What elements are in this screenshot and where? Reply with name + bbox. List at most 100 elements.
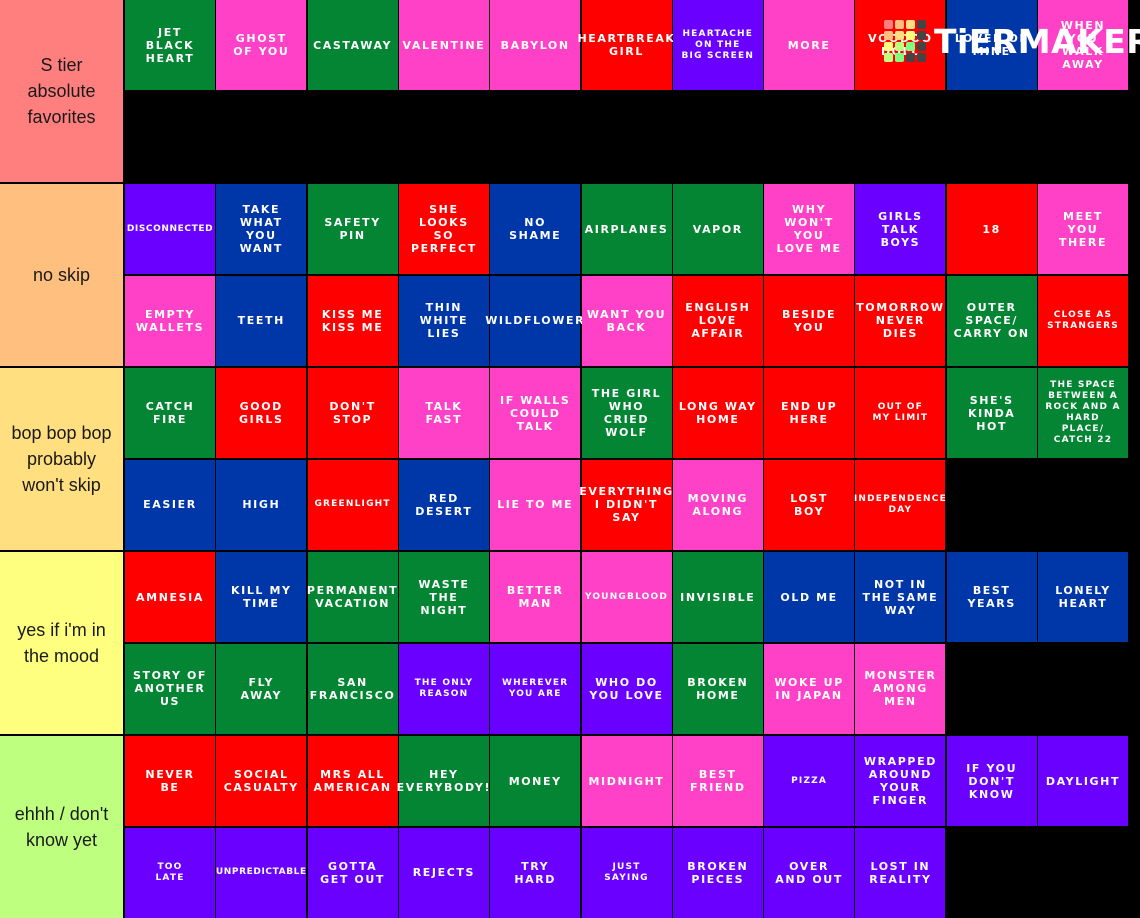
tier-item-tile[interactable]: STORY OF ANOTHER US [125,643,215,734]
tier-item-tile[interactable]: GOOD GIRLS [216,368,307,458]
tier-item-tile[interactable]: SAN FRANCISCO [307,643,398,734]
tier-item-tile[interactable]: BABYLON [490,0,581,90]
tier-item-tile[interactable]: GHOST OF YOU [216,0,307,90]
tier-items-area[interactable]: JET BLACK HEART GHOST OF YOU CASTAWAY VALEN… [125,0,1140,182]
tier-item-tile[interactable]: BEST YEARS [946,552,1037,642]
tier-item-tile[interactable]: VALENTINE [398,0,489,90]
tier-item-tile[interactable]: WOKE UP IN JAPAN [764,643,855,734]
tier-item-tile[interactable]: EVERYTHING I DIDN'T SAY [579,459,672,550]
tier-item-tile[interactable]: HEARTACHE ON THE BIG SCREEN [672,0,763,90]
tier-item-tile[interactable]: ENGLISH LOVE AFFAIR [672,275,763,366]
tier-item-tile[interactable]: VAPOR [672,184,763,274]
tier-item-tile[interactable]: INDEPENDENCE DAY [854,459,946,550]
tier-item-tile[interactable]: WHEREVER YOU ARE [490,643,581,734]
tier-item-tile[interactable]: JUST SAYING [581,827,672,918]
tier-item-tile[interactable]: EMPTY WALLETS [125,275,215,366]
tier-item-tile[interactable]: GIRLS TALK BOYS [855,184,946,274]
tier-item-tile[interactable]: BESIDE YOU [764,275,855,366]
tier-item-tile[interactable]: PERMANENT VACATION [307,552,398,642]
tier-item-tile[interactable]: LONELY HEART [1038,552,1128,642]
tier-item-tile[interactable]: WILDFLOWER [485,275,584,366]
tier-item-tile[interactable]: TEETH [216,275,307,366]
tier-item-tile[interactable]: SOCIAL CASUALTY [216,736,307,826]
tier-item-tile[interactable]: BETTER MAN [490,552,581,642]
tier-item-tile[interactable]: 18 [946,184,1037,274]
tier-label[interactable]: no skip [0,184,123,366]
tier-item-tile[interactable]: FLY AWAY [216,643,307,734]
tier-item-tile[interactable]: TOMORROW NEVER DIES [855,275,946,366]
tier-item-tile[interactable]: THE ONLY REASON [398,643,489,734]
tier-item-tile[interactable]: OUT OF MY LIMIT [855,368,946,458]
tier-items-area[interactable]: DISCONNECTED TAKE WHAT YOU WANT SAFETY PIN… [125,184,1140,366]
tier-label[interactable]: S tier absolute favorites [0,0,123,182]
tier-items-area[interactable]: CATCH FIRE GOOD GIRLS DON'T STOP TALK FAST I… [125,368,1140,550]
tier-item-tile[interactable]: LOST BOY [764,459,855,550]
tier-item-tile[interactable]: WHO DO YOU LOVE [581,643,672,734]
tier-item-tile[interactable]: EASIER [125,459,215,550]
tier-item-tile[interactable]: NOT IN THE SAME WAY [855,552,946,642]
tier-item-tile[interactable]: GREENLIGHT [307,459,398,550]
tier-item-tile[interactable]: BROKEN HOME [672,643,763,734]
tier-label[interactable]: bop bop bop probably won't skip [0,368,123,550]
tier-item-tile[interactable]: WHEN YOU WALK AWAY [1038,0,1128,90]
tier-item-tile[interactable]: OVER AND OUT [764,827,855,918]
tier-item-tile[interactable]: THE GIRL WHO CRIED WOLF [581,368,672,458]
tier-item-tile[interactable]: YOUNGBLOOD [581,552,672,642]
tier-item-tile[interactable]: OUTER SPACE/ CARRY ON [946,275,1037,366]
tier-item-tile[interactable]: WRAPPED AROUND YOUR FINGER [855,736,946,826]
tier-item-tile[interactable]: MRS ALL AMERICAN [307,736,398,826]
tier-item-tile[interactable]: MONSTER AMONG MEN [855,643,946,734]
tier-item-tile[interactable]: IF YOU DON'T KNOW [946,736,1037,826]
tier-item-tile[interactable]: SAFETY PIN [307,184,398,274]
tier-item-tile[interactable]: OLD ME [764,552,855,642]
tier-items-area[interactable]: AMNESIA KILL MY TIME PERMANENT VACATION WAS… [125,552,1140,734]
tier-item-tile[interactable]: THIN WHITE LIES [398,275,489,366]
tier-item-tile[interactable]: LOST IN REALITY [855,827,946,918]
tier-item-tile[interactable]: HIGH [216,459,307,550]
tier-item-tile[interactable]: RED DESERT [398,459,489,550]
tier-item-tile[interactable]: INVISIBLE [672,552,763,642]
tier-item-tile[interactable]: HEY EVERYBODY! [397,736,490,826]
tier-item-tile[interactable]: KISS ME KISS ME [307,275,398,366]
tier-item-tile[interactable]: END UP HERE [764,368,855,458]
tier-item-tile[interactable]: BEST FRIEND [672,736,763,826]
tier-item-tile[interactable]: THE SPACE BETWEEN A ROCK AND A HARD PLAC… [1038,368,1128,458]
tier-item-tile[interactable]: DISCONNECTED [125,184,215,274]
tier-item-tile[interactable]: SHE LOOKS SO PERFECT [398,184,489,274]
tier-item-tile[interactable]: WHY WON'T YOU LOVE ME [764,184,855,274]
tier-label[interactable]: yes if i'm in the mood [0,552,123,734]
tier-item-tile[interactable]: WANT YOU BACK [581,275,672,366]
tier-item-tile[interactable]: NO SHAME [490,184,581,274]
tier-item-tile[interactable]: LOVER OF MINE [946,0,1037,90]
tier-item-tile[interactable]: MEET YOU THERE [1038,184,1128,274]
tier-item-tile[interactable]: HEARTBREAK GIRL [577,0,674,90]
tier-item-tile[interactable]: LONG WAY HOME [672,368,763,458]
tier-item-tile[interactable]: CLOSE AS STRANGERS [1038,275,1128,366]
tier-item-tile[interactable]: MORE [764,0,855,90]
tier-items-area[interactable]: NEVER BE SOCIAL CASUALTY MRS ALL AMERICAN H… [125,736,1140,918]
tier-item-tile[interactable]: AIRPLANES [581,184,672,274]
tier-item-tile[interactable]: MOVING ALONG [672,459,763,550]
tier-item-tile[interactable]: NEVER BE [125,736,215,826]
tier-item-tile[interactable]: AMNESIA [125,552,215,642]
tier-item-tile[interactable]: MIDNIGHT [581,736,672,826]
tier-item-tile[interactable]: SHE'S KINDA HOT [946,368,1037,458]
tier-item-tile[interactable]: CATCH FIRE [125,368,215,458]
tier-item-tile[interactable]: TALK FAST [398,368,489,458]
tier-item-tile[interactable]: JET BLACK HEART [125,0,215,90]
tier-item-tile[interactable]: UNPREDICTABLE [216,827,307,918]
tier-item-tile[interactable]: DON'T STOP [307,368,398,458]
tier-item-tile[interactable]: IF WALLS COULD TALK [490,368,581,458]
tier-label[interactable]: ehhh / don't know yet [0,736,123,918]
tier-item-tile[interactable]: TRY HARD [490,827,581,918]
tier-item-tile[interactable]: TOO LATE [125,827,215,918]
tier-item-tile[interactable]: GOTTA GET OUT [307,827,398,918]
tier-item-tile[interactable]: CASTAWAY [307,0,398,90]
tier-item-tile[interactable]: DAYLIGHT [1038,736,1128,826]
tier-item-tile[interactable]: BROKEN PIECES [672,827,763,918]
tier-item-tile[interactable]: PIZZA [764,736,855,826]
tier-item-tile[interactable]: MONEY [490,736,581,826]
tier-item-tile[interactable]: REJECTS [398,827,489,918]
tier-item-tile[interactable]: KILL MY TIME [216,552,307,642]
tier-item-tile[interactable]: LIE TO ME [490,459,581,550]
